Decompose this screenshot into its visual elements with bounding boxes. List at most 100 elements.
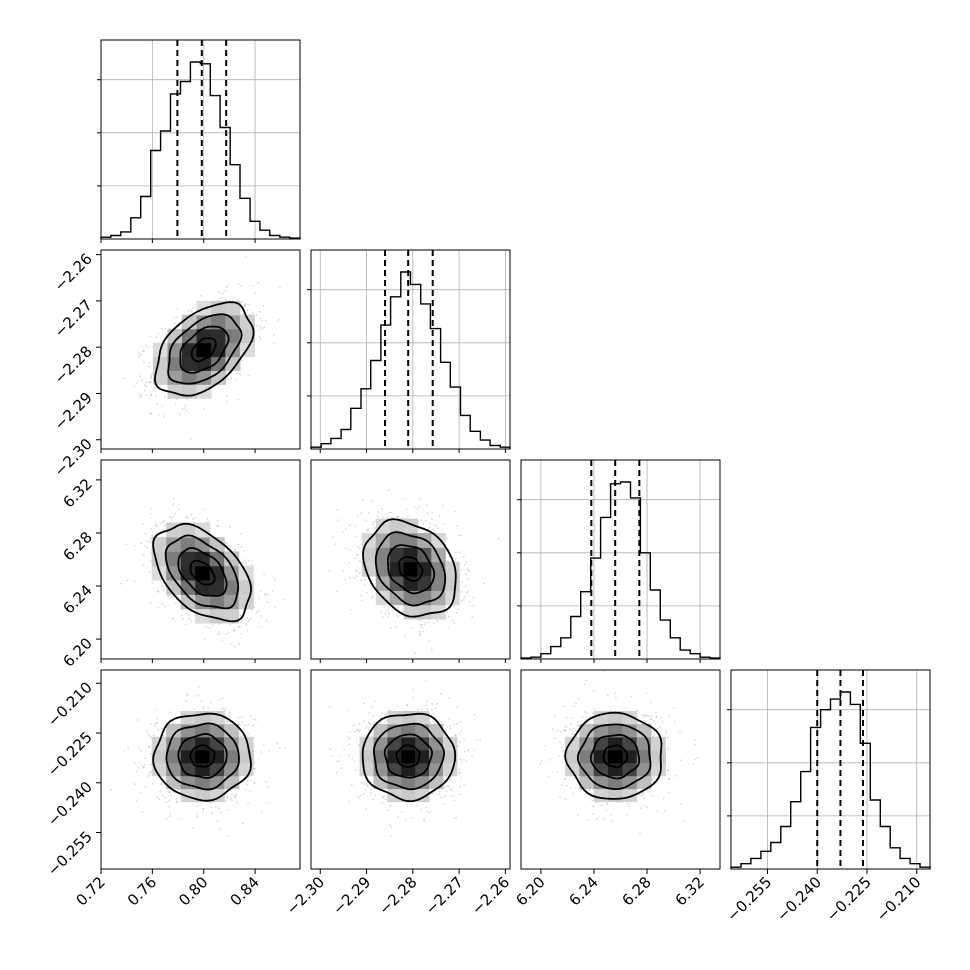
sample-point [355,575,358,577]
density-cell [209,551,225,567]
sample-point [181,614,183,617]
sample-point [160,522,163,525]
sample-point [149,381,152,384]
sample-point [228,711,231,714]
sample-point [126,579,129,582]
sample-point [172,721,175,723]
sample-point [460,729,463,732]
sample-point [150,528,153,530]
sample-point [181,608,183,611]
sample-point [422,630,425,633]
sample-point [429,526,431,529]
sample-point [266,601,269,603]
sample-point [403,498,406,501]
sample-point [230,642,233,645]
sample-point [186,516,189,519]
scatter-panel-1-2 [310,459,511,660]
sample-point [233,630,236,632]
sample-point [381,508,384,510]
sample-point [337,519,340,521]
sample-point [363,584,366,586]
density-cell [417,604,432,620]
sample-point [181,618,184,621]
sample-point [164,327,167,330]
density-cell [166,723,182,738]
sample-point [176,316,179,318]
contour-level-2 [167,313,243,385]
sample-point [143,384,146,387]
sample-point [359,594,362,597]
sample-point [242,822,244,825]
sample-point [179,413,181,416]
sample-point [257,281,260,284]
panel-frame [310,249,511,450]
sample-point [171,595,174,598]
sample-point [210,701,212,704]
density-cell [196,342,212,358]
sample-point [259,590,262,592]
sample-point [150,412,152,415]
sample-point [138,355,141,357]
sample-point [242,561,245,564]
density-cell [403,576,419,591]
sample-point [261,319,264,322]
density-cell [239,328,255,344]
sample-point [227,378,230,380]
sample-point [149,752,152,755]
sample-point [215,806,217,809]
sample-point [388,512,391,514]
sample-point [228,715,231,718]
sample-point [239,614,242,617]
sample-point [205,626,208,628]
sample-point [242,313,245,315]
sample-point [150,375,153,378]
density-cell [445,590,460,606]
sample-point [243,724,246,727]
density-cell [211,370,227,385]
sample-point [155,525,158,527]
sample-point [133,544,136,547]
sample-point [244,303,246,306]
contour-level-2 [374,531,447,607]
sample-point [139,375,141,378]
sample-point [276,320,279,323]
sample-point [229,526,231,529]
sample-point [237,283,240,285]
sample-point [379,721,382,724]
sample-point [239,373,242,376]
sample-point [243,305,246,308]
sample-point [237,625,240,628]
sample-point [367,512,370,515]
sample-point [380,610,382,613]
panel-frame [100,669,301,870]
sample-point [159,790,162,793]
contour-level-0 [398,556,424,582]
sample-point [249,790,252,793]
sample-point [225,633,228,635]
sample-point [436,620,438,622]
sample-point [243,559,246,561]
sample-point [407,515,409,518]
density-cell [389,518,405,534]
sample-point [182,408,184,410]
sample-point [418,619,421,622]
sample-point [141,811,144,813]
sample-point [397,816,399,819]
sample-point [250,779,252,782]
sample-point [460,590,463,593]
sample-point [172,503,175,506]
sample-point [245,783,248,786]
sample-point [253,606,256,608]
sample-point [211,624,214,626]
sample-point [148,362,151,364]
sample-point [377,511,379,513]
sample-point [221,640,224,643]
density-cell [209,775,225,790]
panel-frame [100,249,301,450]
sample-point [374,794,377,797]
sample-point [418,528,421,531]
density-cell [389,590,405,606]
sample-point [197,804,200,807]
sample-point [471,616,474,618]
sample-point [149,394,152,397]
